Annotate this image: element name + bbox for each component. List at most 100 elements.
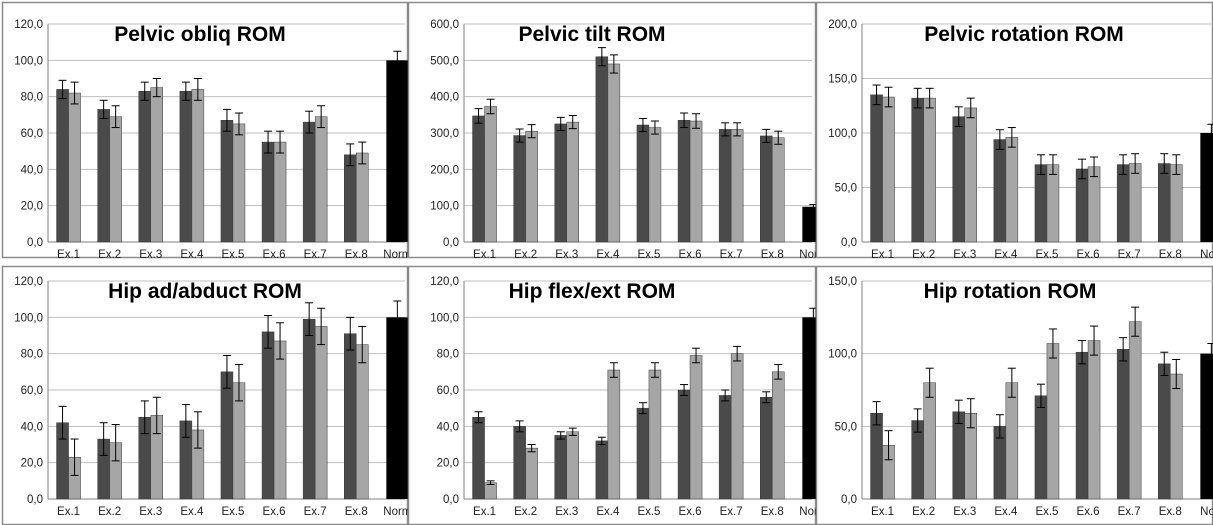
x-category-label: Ex.8 [345,249,368,261]
x-category-label: Ex.3 [555,249,578,261]
bar-a [261,141,275,243]
bar-b [730,129,744,243]
y-tick-label: 60,0 [437,385,459,397]
bar-b [689,120,703,243]
bar-b [314,116,328,243]
chart-panel-2: 0,0 100,0 200,0 300,0 400,0 500,0 600,0 Pelvic … [407,1,827,261]
x-category-label: Ex.6 [263,249,286,261]
y-tick-label: 0,0 [841,494,857,506]
y-tick-label: 0,0 [841,237,857,249]
y-tick-label: 80,0 [437,349,459,361]
bar-a [677,120,691,243]
x-category-label: Ex.3 [555,506,578,518]
x-category-label: Ex.5 [637,506,660,518]
bar-b [607,63,621,243]
x-category-label: Ex.7 [304,249,327,261]
y-tick-label: 50,0 [835,183,857,195]
bar-a [344,154,357,243]
x-category-label: Ex.2 [514,249,537,261]
y-tick-label: 20,0 [21,201,43,213]
bar-b [1128,163,1142,243]
bar-a [677,389,691,500]
x-category-label: Ex.3 [139,506,162,518]
x-category-label: Ex.8 [345,506,368,518]
y-tick-label: 600,0 [430,19,459,31]
y-tick-label: 0,0 [443,237,459,249]
bar-b [1087,166,1101,243]
bar-a [472,115,485,243]
x-category-label: Ex.5 [221,249,244,261]
bar-a [513,135,526,243]
y-tick-label: 100,0 [430,201,459,213]
bar-b [882,96,895,243]
bar-norm [1200,353,1213,499]
x-category-label: Ex.1 [871,249,894,261]
x-category-label: Ex.6 [1077,506,1100,518]
bar-b [772,137,785,243]
y-tick-label: 50,0 [835,421,857,433]
bar-b [150,87,163,243]
x-category-label: Ex.1 [473,506,496,518]
x-category-label: Ex.7 [1118,249,1141,261]
x-category-label: Ex.4 [180,249,204,261]
bar-a [870,413,883,500]
x-category-label: Ex.2 [98,249,121,261]
bar-b [1046,343,1060,500]
bar-a [302,318,316,500]
bar-b [923,382,936,500]
x-category-label: Ex.3 [139,249,162,261]
bar-b [648,127,662,243]
y-tick-label: 40,0 [437,421,459,433]
bar-b [314,326,328,500]
chart-title: Hip rotation ROM [924,280,1097,303]
bar-a [513,426,526,500]
chart-panel-6: 0,0 50,0 100,0 150,0 Hip rotation ROM Ex.1 Ex.… [815,265,1213,525]
y-tick-label: 150,0 [828,74,857,86]
bar-b [964,107,977,243]
bar-a [302,121,316,243]
x-category-label: Ex.5 [637,249,660,261]
bar-a [344,333,357,500]
x-category-label: Ex.7 [720,249,743,261]
y-tick-label: 20,0 [437,458,459,470]
bar-a [472,417,485,500]
bar-b [566,121,579,243]
y-tick-label: 0,0 [27,494,43,506]
y-tick-label: 100,0 [14,312,43,324]
x-category-label: Ex.4 [180,506,204,518]
x-category-label: Norm [383,506,411,518]
bar-b [607,369,621,500]
x-category-label: Ex.1 [57,249,80,261]
bar-b [730,353,744,500]
bar-b [1170,164,1183,243]
x-category-label: Ex.7 [720,506,743,518]
bar-a [1075,351,1089,500]
bar-a [1075,168,1089,243]
x-category-label: Norm [383,249,411,261]
bar-a [1158,163,1171,243]
y-tick-label: 0,0 [27,237,43,249]
bar-b [191,89,205,243]
y-tick-label: 200,0 [828,19,857,31]
bar-a [595,56,609,243]
bar-norm [386,317,409,499]
x-category-label: Ex.2 [912,506,935,518]
x-category-label: Ex.4 [596,506,620,518]
y-tick-label: 100,0 [430,312,459,324]
bar-b [109,116,122,243]
bar-b [923,97,936,243]
chart-title: Hip ad/abduct ROM [108,280,302,303]
bar-norm [1200,133,1213,242]
x-category-label: Ex.3 [953,249,976,261]
bar-a [718,129,732,243]
x-category-label: Ex.4 [994,506,1018,518]
bar-a [220,371,234,500]
y-tick-label: 60,0 [21,385,43,397]
x-category-label: Ex.1 [871,506,894,518]
bar-a [636,124,650,243]
y-tick-label: 100,0 [14,55,43,67]
chart-panel-3: 0,0 50,0 100,0 150,0 200,0 Pelvic rotation RO… [815,1,1213,261]
bar-a [595,440,609,500]
chart-panel-1: 0,0 20,0 40,0 60,0 80,0 100,0 120,0 Pelvic obli… [1,1,411,261]
